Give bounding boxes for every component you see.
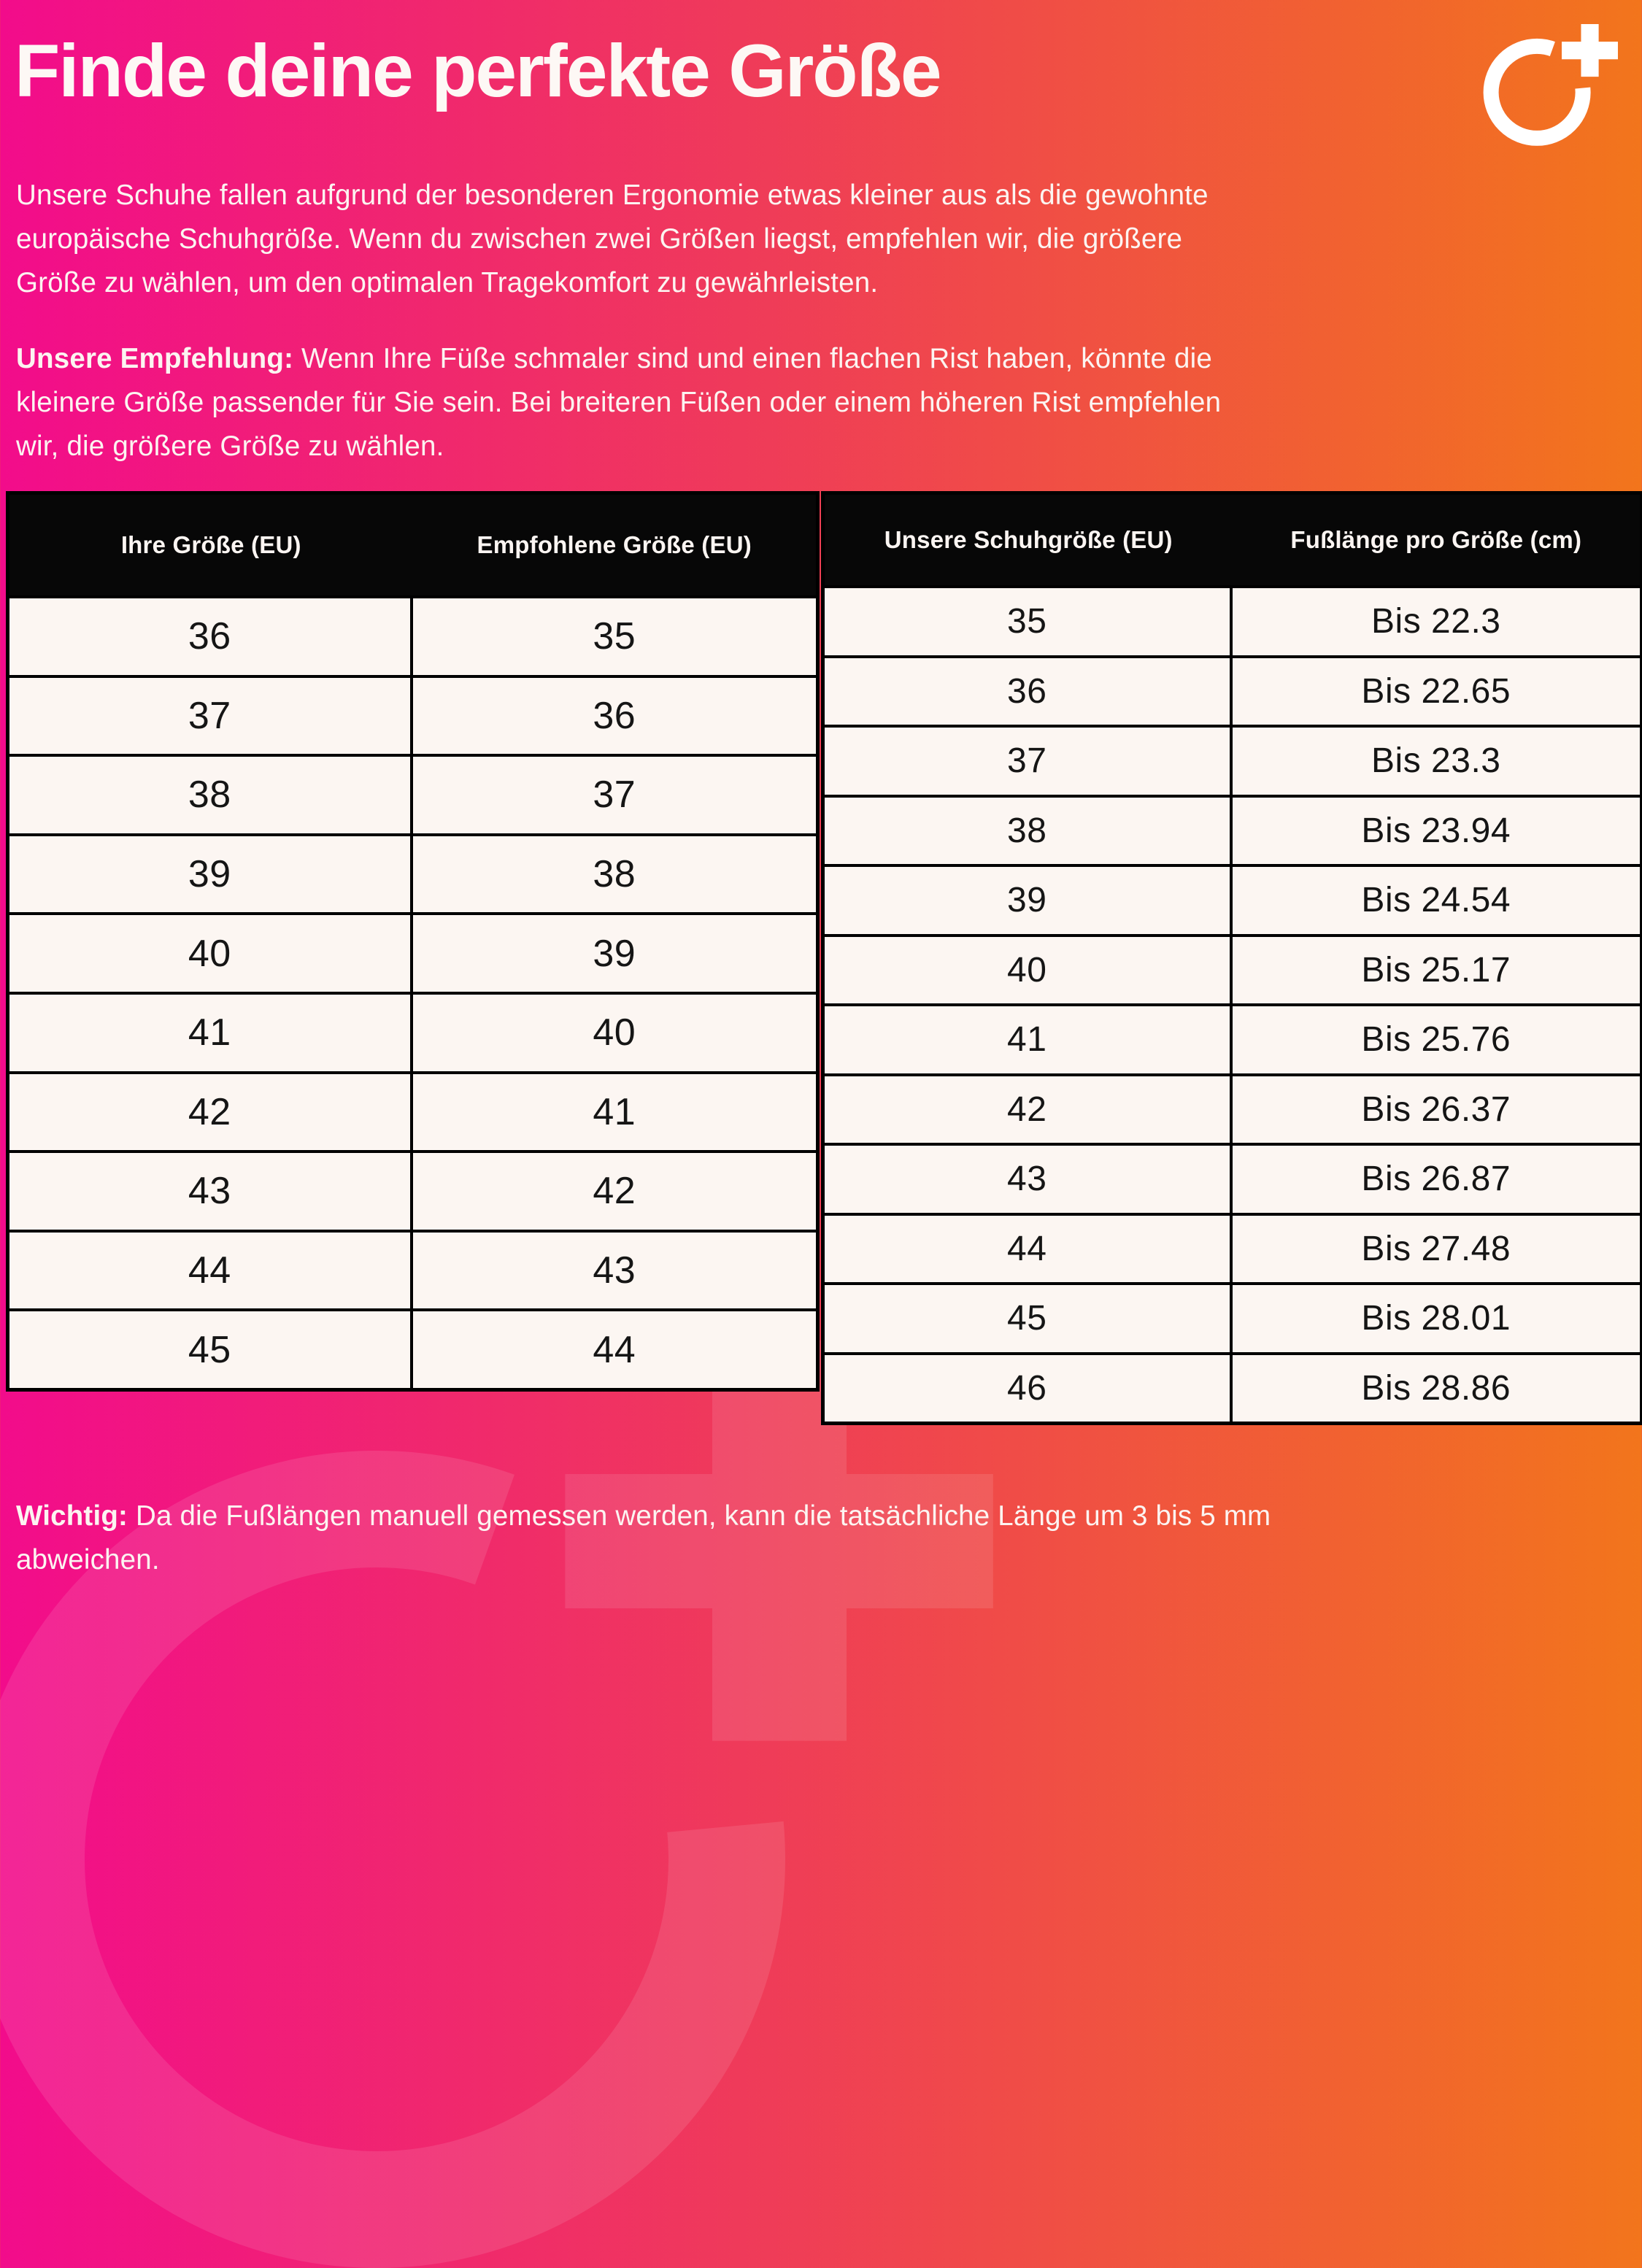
table-cell: 39 xyxy=(9,836,413,913)
note-label: Wichtig: xyxy=(16,1500,128,1532)
column-header: Empfohlene Größe (EU) xyxy=(477,531,752,558)
table-row: 36 Bis 22.65 xyxy=(825,655,1640,725)
table-row: 41 Bis 25.76 xyxy=(825,1003,1640,1073)
table-row: 42 41 xyxy=(9,1071,816,1151)
table-cell: 44 xyxy=(825,1215,1233,1282)
table-row: 45 Bis 28.01 xyxy=(825,1282,1640,1352)
table-cell: 35 xyxy=(412,598,816,675)
table-row: 39 38 xyxy=(9,833,816,913)
table-body: 35 Bis 22.3 36 Bis 22.65 37 Bis 23.3 38 Bis 23.… xyxy=(825,585,1640,1422)
table-cell: 38 xyxy=(412,836,816,913)
table-row: 41 40 xyxy=(9,991,816,1071)
table-row: 37 Bis 23.3 xyxy=(825,725,1640,795)
table-cell: 35 xyxy=(825,588,1233,655)
table-row: 35 Bis 22.3 xyxy=(825,585,1640,655)
recommendation-paragraph: Unsere Empfehlung: Wenn Ihre Füße schmal… xyxy=(16,337,1614,468)
intro-paragraph: Unsere Schuhe fallen aufgrund der besond… xyxy=(16,174,1614,305)
table-cell: 42 xyxy=(825,1076,1233,1143)
table-cell: 43 xyxy=(9,1153,413,1230)
table-row: 42 Bis 26.37 xyxy=(825,1073,1640,1143)
table-row: 44 Bis 27.48 xyxy=(825,1212,1640,1282)
table-header-row: Unsere Schuhgröße (EU) Fußlänge pro Größ… xyxy=(825,495,1640,585)
table-row: 46 Bis 28.86 xyxy=(825,1351,1640,1422)
table-cell: 43 xyxy=(825,1146,1233,1213)
table-body: 36 35 37 36 38 37 39 38 40 39 41 40 42 41 43 42 44 43 45 44 xyxy=(9,595,816,1388)
table-cell: Bis 28.01 xyxy=(1232,1285,1640,1352)
table-cell: Bis 25.76 xyxy=(1232,1006,1640,1073)
table-cell: 41 xyxy=(9,994,413,1071)
table-cell: Bis 22.65 xyxy=(1232,657,1640,725)
table-cell: 36 xyxy=(412,677,816,755)
note-paragraph: Wichtig: Da die Fußlängen manuell gemess… xyxy=(16,1494,1614,1582)
table-row: 38 37 xyxy=(9,754,816,833)
table-row: 37 36 xyxy=(9,674,816,755)
table-cell: Bis 22.3 xyxy=(1232,588,1640,655)
table-cell: Bis 26.37 xyxy=(1232,1076,1640,1143)
table-cell: 39 xyxy=(825,867,1233,934)
table-cell: 38 xyxy=(825,797,1233,864)
table-cell: 40 xyxy=(9,915,413,992)
note-text: Da die Fußlängen manuell gemessen werden… xyxy=(16,1500,1271,1575)
table-row: 38 Bis 23.94 xyxy=(825,794,1640,864)
table-cell: 38 xyxy=(9,757,413,833)
column-header: Ihre Größe (EU) xyxy=(120,531,301,558)
column-header: Unsere Schuhgröße (EU) xyxy=(884,526,1173,553)
table-cell: 46 xyxy=(825,1354,1233,1422)
table-cell: 37 xyxy=(9,677,413,755)
column-header: Fußlänge pro Größe (cm) xyxy=(1290,526,1582,553)
table-cell: 41 xyxy=(412,1073,816,1151)
size-recommendation-table: Ihre Größe (EU) Empfohlene Größe (EU) 36… xyxy=(6,491,820,1392)
circle-plus-logo-icon xyxy=(1483,24,1618,146)
table-cell: 40 xyxy=(412,994,816,1071)
recommendation-label: Unsere Empfehlung: xyxy=(16,343,294,374)
table-cell: 45 xyxy=(9,1311,413,1388)
table-cell: 36 xyxy=(825,657,1233,725)
table-row: 40 39 xyxy=(9,912,816,992)
table-row: 45 44 xyxy=(9,1308,816,1388)
intro-text: Unsere Schuhe fallen aufgrund der besond… xyxy=(16,180,1209,298)
table-header-row: Ihre Größe (EU) Empfohlene Größe (EU) xyxy=(9,495,816,595)
foot-length-table: Unsere Schuhgröße (EU) Fußlänge pro Größ… xyxy=(821,491,1642,1425)
table-cell: 44 xyxy=(412,1311,816,1388)
table-cell: 45 xyxy=(825,1285,1233,1352)
table-row: 39 Bis 24.54 xyxy=(825,864,1640,934)
table-cell: 44 xyxy=(9,1232,413,1309)
table-cell: 42 xyxy=(412,1153,816,1230)
table-cell: Bis 23.3 xyxy=(1232,728,1640,795)
recommendation-text: Wenn Ihre Füße schmaler sind und einen f… xyxy=(16,343,1222,462)
table-cell: 39 xyxy=(412,915,816,992)
table-row: 36 35 xyxy=(9,595,816,675)
table-row: 44 43 xyxy=(9,1229,816,1309)
table-cell: 37 xyxy=(825,728,1233,795)
table-cell: 40 xyxy=(825,936,1233,1003)
table-cell: 37 xyxy=(412,757,816,833)
table-cell: Bis 27.48 xyxy=(1232,1215,1640,1282)
table-cell: 42 xyxy=(9,1073,413,1151)
table-cell: 36 xyxy=(9,598,413,675)
table-row: 43 42 xyxy=(9,1150,816,1230)
table-cell: 43 xyxy=(412,1232,816,1309)
table-row: 43 Bis 26.87 xyxy=(825,1143,1640,1213)
table-cell: 41 xyxy=(825,1006,1233,1073)
table-cell: Bis 24.54 xyxy=(1232,867,1640,934)
table-row: 40 Bis 25.17 xyxy=(825,933,1640,1003)
table-cell: Bis 25.17 xyxy=(1232,936,1640,1003)
table-cell: Bis 23.94 xyxy=(1232,797,1640,864)
table-cell: Bis 28.86 xyxy=(1232,1354,1640,1422)
table-cell: Bis 26.87 xyxy=(1232,1146,1640,1213)
page-title: Finde deine perfekte Größe xyxy=(15,29,942,112)
